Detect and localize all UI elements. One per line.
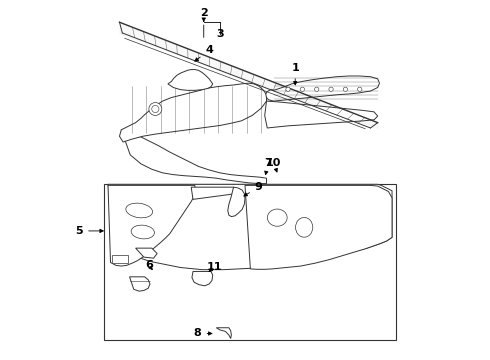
Text: 1: 1 xyxy=(292,63,299,85)
Polygon shape xyxy=(129,277,150,291)
Polygon shape xyxy=(245,185,392,269)
Bar xyxy=(104,184,395,339)
Polygon shape xyxy=(122,130,267,184)
Polygon shape xyxy=(266,76,379,101)
Text: 3: 3 xyxy=(216,29,224,39)
Text: 9: 9 xyxy=(244,182,263,196)
Bar xyxy=(112,255,128,263)
Polygon shape xyxy=(191,187,234,199)
Polygon shape xyxy=(265,101,378,128)
Circle shape xyxy=(315,87,319,91)
Ellipse shape xyxy=(126,203,152,218)
Text: 5: 5 xyxy=(75,226,103,236)
Polygon shape xyxy=(192,271,213,286)
Ellipse shape xyxy=(268,209,287,226)
Polygon shape xyxy=(108,184,392,270)
Circle shape xyxy=(300,87,304,91)
Polygon shape xyxy=(136,248,157,258)
Ellipse shape xyxy=(131,225,154,239)
Text: 4: 4 xyxy=(195,45,213,61)
Ellipse shape xyxy=(295,217,313,237)
Polygon shape xyxy=(216,328,231,338)
Circle shape xyxy=(149,103,162,116)
Circle shape xyxy=(329,87,333,91)
Polygon shape xyxy=(108,185,196,266)
Text: 2: 2 xyxy=(200,8,208,21)
Circle shape xyxy=(286,87,290,91)
Polygon shape xyxy=(168,69,213,90)
Polygon shape xyxy=(120,83,267,142)
Text: 10: 10 xyxy=(266,158,281,172)
Polygon shape xyxy=(228,187,245,217)
Text: 11: 11 xyxy=(207,262,222,272)
Circle shape xyxy=(343,87,347,91)
Text: 7: 7 xyxy=(265,158,272,175)
Circle shape xyxy=(152,105,159,113)
Text: 6: 6 xyxy=(145,260,153,270)
Circle shape xyxy=(358,87,362,91)
Text: 8: 8 xyxy=(194,328,212,338)
